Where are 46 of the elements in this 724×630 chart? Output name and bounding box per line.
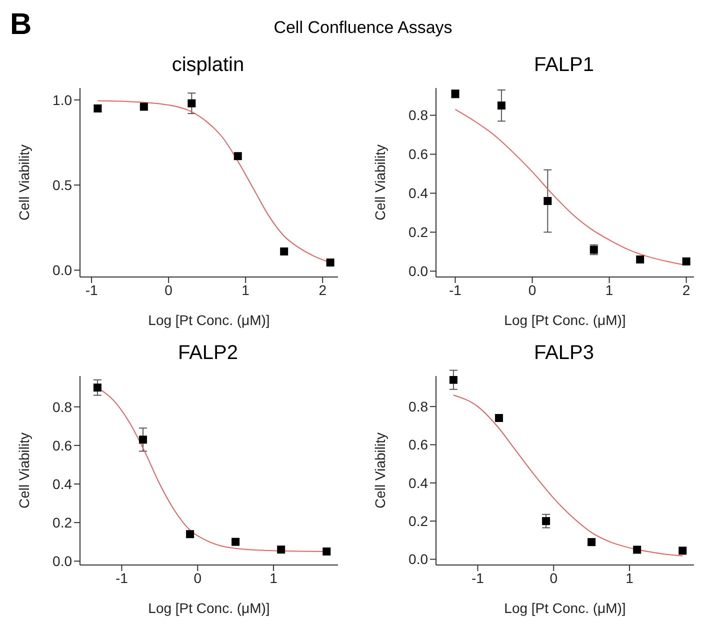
y-tick-label: 0.0 — [52, 553, 72, 570]
x-tick-label: 1 — [626, 570, 634, 586]
text: Cell Confluence Assays — [274, 18, 452, 37]
y-tick-label: 0.0 — [408, 551, 428, 568]
x-tick-label: 0 — [194, 570, 202, 586]
chart-title: cisplatin — [170, 54, 246, 78]
x-tick-label: 2 — [682, 282, 690, 298]
x-axis-title: Log [Pt Conc. (μM)] — [504, 600, 626, 616]
y-tick-label: 0.6 — [408, 146, 428, 162]
y-tick-label: 0.2 — [408, 513, 428, 530]
y-axis-title: Cell Viability — [372, 144, 388, 220]
chart-title: FALP2 — [176, 342, 240, 366]
x-tick-label: -1 — [116, 570, 128, 586]
y-tick-label: 1.0 — [52, 92, 72, 108]
y-tick-label: 0.6 — [52, 437, 72, 454]
text: B — [10, 8, 32, 42]
y-tick-label: 0.4 — [52, 476, 72, 492]
y-tick-label: 0.2 — [408, 224, 428, 240]
y-tick-label: 0.4 — [408, 185, 428, 202]
y-tick-label: 0.8 — [408, 107, 428, 124]
x-tick-label: 0 — [550, 570, 558, 586]
x-tick-label: -1 — [85, 282, 98, 298]
x-tick-label: -1 — [472, 570, 484, 586]
y-tick-label: 0.8 — [408, 398, 428, 415]
y-tick-label: 0.8 — [52, 398, 72, 415]
y-axis-title: Cell Viability — [16, 432, 32, 508]
chart-title: FALP1 — [532, 54, 596, 78]
x-axis-title: Log [Pt Conc. (μM)] — [148, 600, 270, 616]
chart-title: FALP3 — [532, 342, 596, 366]
y-tick-label: 0.2 — [52, 514, 72, 531]
x-axis-title: Log [Pt Conc. (μM)] — [148, 312, 270, 328]
x-tick-label: 1 — [242, 282, 250, 298]
y-tick-label: 0.6 — [408, 436, 428, 453]
y-tick-label: 0.4 — [408, 474, 428, 491]
y-axis-title: Cell Viability — [16, 144, 32, 220]
x-tick-label: -1 — [449, 282, 462, 298]
y-axis-title: Cell Viability — [372, 432, 388, 508]
y-tick-label: 0.0 — [408, 263, 428, 280]
x-tick-label: 0 — [164, 282, 173, 298]
x-axis-title: Log [Pt Conc. (μM)] — [504, 312, 626, 328]
y-tick-label: 0.0 — [52, 262, 72, 278]
x-tick-label: 1 — [270, 570, 278, 586]
x-tick-label: 1 — [605, 282, 614, 298]
y-tick-label: 0.5 — [52, 177, 72, 194]
x-tick-label: 0 — [528, 282, 536, 298]
x-tick-label: 2 — [318, 282, 327, 298]
